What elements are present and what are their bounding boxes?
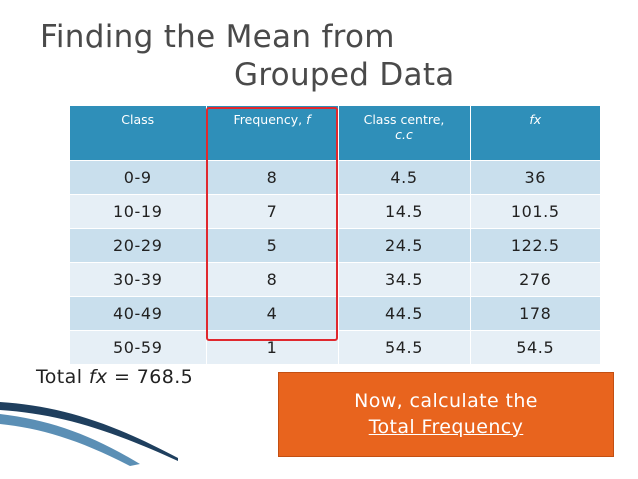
callout-line-1: Now, calculate the [354,390,538,412]
cell-centre: 24.5 [338,228,471,263]
header-fx-label: fx [529,112,542,127]
cell-class: 30-39 [70,262,207,297]
header-fx: fx [470,106,600,161]
header-class: Class [70,106,207,161]
swoosh-light-stroke [0,414,140,466]
cell-centre: 34.5 [338,262,471,297]
table-row: 30-39 8 34.5 276 [70,262,600,297]
cell-class: 40-49 [70,296,207,331]
table-row: 50-59 1 54.5 54.5 [70,330,600,364]
cell-fx: 101.5 [470,194,600,229]
callout-box: Now, calculate the Total Frequency [278,372,614,457]
cell-class: 0-9 [70,160,207,195]
header-frequency-symbol: f [306,112,311,127]
frequency-table: Class Frequency, f Class centre, c.c fx 0… [70,106,600,364]
cell-centre: 44.5 [338,296,471,331]
table-row: 0-9 8 4.5 36 [70,160,600,195]
cell-fx: 178 [470,296,600,331]
cell-frequency: 1 [206,330,339,364]
cell-fx: 122.5 [470,228,600,263]
header-centre-label: Class centre, [363,112,445,127]
total-fx-value: = 768.5 [107,366,194,388]
cell-frequency: 4 [206,296,339,331]
cell-centre: 14.5 [338,194,471,229]
decorative-swoosh [0,402,178,466]
frequency-column-highlight [206,107,338,341]
cell-centre: 4.5 [338,160,471,195]
table-row: 10-19 7 14.5 101.5 [70,194,600,229]
total-fx: Total fx = 768.5 [36,366,193,388]
total-fx-symbol: fx [88,366,108,388]
table-header-row: Class Frequency, f Class centre, c.c fx [70,106,600,161]
slide-title: Finding the Mean from Grouped Data [40,18,600,94]
cell-frequency: 7 [206,194,339,229]
cell-class: 20-29 [70,228,207,263]
header-centre-symbol: c.c [395,127,413,142]
cell-class: 50-59 [70,330,207,364]
cell-fx: 36 [470,160,600,195]
cell-fx: 276 [470,262,600,297]
header-class-centre: Class centre, c.c [338,106,471,161]
total-fx-prefix: Total [36,366,89,388]
cell-frequency: 5 [206,228,339,263]
header-class-label: Class [121,112,155,127]
callout-line-2: Total Frequency [368,416,524,438]
slide-title-line-2: Grouped Data [234,57,455,93]
cell-fx: 54.5 [470,330,600,364]
cell-frequency: 8 [206,160,339,195]
table-row: 40-49 4 44.5 178 [70,296,600,331]
table-row: 20-29 5 24.5 122.5 [70,228,600,263]
cell-centre: 54.5 [338,330,471,364]
cell-frequency: 8 [206,262,339,297]
header-frequency-label: Frequency, [233,112,307,127]
cell-class: 10-19 [70,194,207,229]
swoosh-dark-stroke [0,402,178,461]
slide-title-line-1: Finding the Mean from [40,19,395,55]
